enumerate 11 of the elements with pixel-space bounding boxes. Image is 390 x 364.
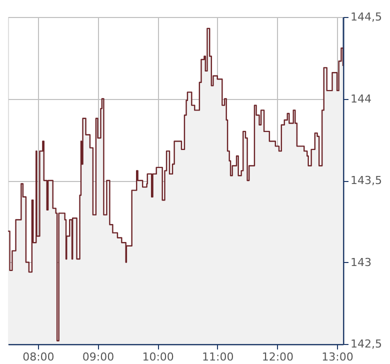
x-tick-label: 09:00 bbox=[82, 350, 114, 364]
y-tick-label: 143 bbox=[350, 256, 372, 269]
x-tick-label: 11:00 bbox=[202, 350, 234, 364]
y-tick-label: 143,5 bbox=[350, 174, 382, 187]
x-tick-label: 13:00 bbox=[322, 350, 354, 364]
x-tick-label: 12:00 bbox=[262, 350, 294, 364]
y-tick-label: 142,5 bbox=[350, 338, 382, 350]
x-tick-label: 08:00 bbox=[22, 350, 54, 364]
y-tick-label: 144,5 bbox=[350, 10, 382, 24]
x-tick-label: 10:00 bbox=[142, 350, 174, 364]
y-tick-label: 144 bbox=[350, 92, 372, 106]
